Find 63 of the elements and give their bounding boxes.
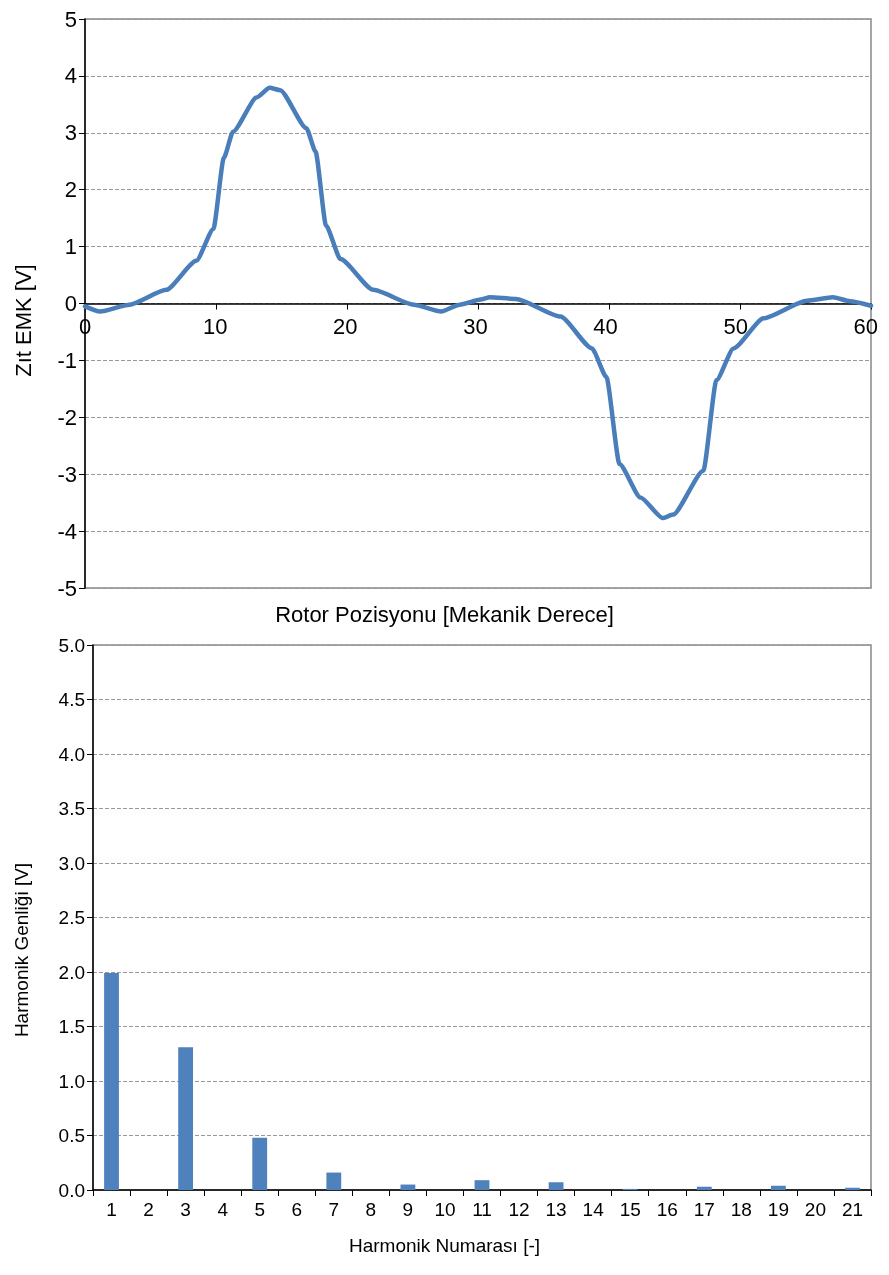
y-axis-title: Harmonik Genliği [V] [11,862,32,1038]
y-axis-title: Zıt EMK [V] [10,264,36,377]
bar [474,1180,490,1190]
bar [326,1172,342,1190]
y-tick-label: 4.0 [58,743,85,765]
x-tick-label: 7 [328,1199,340,1220]
x-tick-label: 60 [853,314,879,339]
bar [400,1184,416,1190]
y-tick-label: 3.5 [58,798,85,819]
y-tick-label: 3 [64,120,77,146]
x-tick-label: 20 [804,1199,826,1220]
x-tick-label: 6 [291,1199,303,1220]
x-tick-label: 10 [202,314,228,339]
y-tick-label: 2.0 [58,961,85,983]
y-tick-label: 5.0 [58,634,85,656]
y-tick-label: 3.0 [58,852,85,874]
x-tick-label: 30 [463,314,488,339]
y-tick-label: 5 [64,6,77,32]
y-tick-label: 4.5 [58,689,85,710]
x-tick-label: 11 [472,1199,492,1220]
x-tick-label: 17 [693,1199,715,1220]
x-tick-label: 19 [767,1199,789,1220]
x-tick-label: 16 [656,1199,678,1220]
y-tick-label: 2 [64,177,77,203]
x-tick-label: 15 [619,1199,641,1220]
bar [104,973,119,1190]
x-tick-label: 12 [508,1199,530,1220]
x-tick-label: 1 [106,1199,117,1220]
x-tick-label: 3 [180,1199,191,1220]
bar [178,1047,194,1190]
x-tick-label: 10 [434,1199,456,1220]
x-tick-label: 50 [723,314,748,339]
y-tick-label: 1.5 [58,1016,85,1037]
x-axis-title: Harmonik Numarası [-] [348,1235,541,1256]
x-axis-title: Rotor Pozisyonu [Mekanik Derece] [275,601,614,627]
x-tick-label: 4 [217,1199,229,1220]
y-tick-label: -3 [57,461,77,487]
y-tick-label: 0 [64,291,77,316]
y-tick-label: 1 [64,234,77,260]
y-tick-label: -5 [57,575,77,601]
bar [770,1185,786,1190]
x-tick-label: 9 [402,1199,414,1220]
y-tick-label: -4 [57,518,77,544]
x-tick-label: 5 [254,1199,265,1220]
y-tick-label: 0.5 [58,1125,85,1146]
y-tick-label: -1 [57,347,77,373]
bar [548,1182,564,1190]
y-tick-label: -2 [57,404,77,430]
x-tick-label: 40 [593,314,618,339]
bar [252,1137,268,1190]
x-tick-label: 18 [730,1199,752,1220]
y-tick-label: 0.0 [58,1179,85,1201]
x-tick-label: 2 [143,1199,154,1220]
y-tick-label: 1.0 [58,1070,85,1092]
bar [696,1186,712,1190]
y-tick-label: 2.5 [58,907,85,928]
bar [845,1187,860,1190]
x-tick-label: 21 [841,1199,864,1220]
y-tick-label: 4 [64,63,77,89]
x-tick-label: 13 [545,1199,567,1220]
x-tick-label: 20 [333,314,358,339]
x-tick-label: 8 [365,1199,377,1220]
x-tick-label: 14 [582,1199,605,1220]
